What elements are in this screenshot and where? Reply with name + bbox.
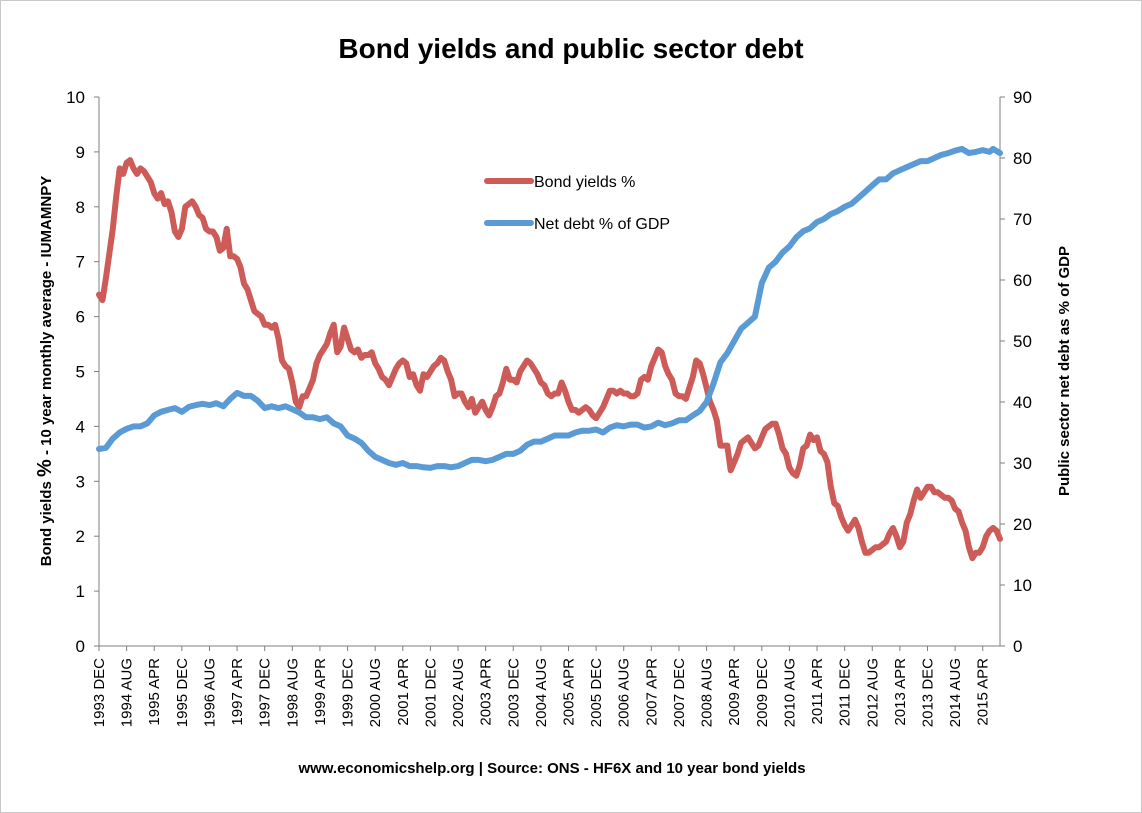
right-axis-ticks: 0 10 20 30 40 50 60 70 80 90 <box>1000 88 1032 656</box>
right-tick-label: 90 <box>1013 88 1032 107</box>
x-tick-label: 2003 DEC <box>505 658 522 727</box>
left-tick-label: 9 <box>76 143 85 162</box>
left-axis-ticks: 0 1 2 3 4 5 6 7 8 9 10 <box>66 88 99 656</box>
right-tick-label: 80 <box>1013 149 1032 168</box>
x-tick-label: 2005 APR <box>560 658 577 726</box>
left-tick-label: 3 <box>76 472 85 491</box>
left-tick-label: 6 <box>76 308 85 327</box>
right-tick-label: 60 <box>1013 271 1032 290</box>
x-tick-label: 1996 AUG <box>201 658 218 727</box>
x-tick-label: 2001 DEC <box>422 658 439 727</box>
x-tick-label: 2003 APR <box>478 658 495 726</box>
left-tick-label: 5 <box>76 363 85 382</box>
left-tick-label: 8 <box>76 198 85 217</box>
x-tick-label: 2013 DEC <box>920 658 937 727</box>
x-tick-label: 1997 APR <box>229 658 246 726</box>
series-layer <box>96 145 1003 562</box>
x-tick-label: 2002 AUG <box>450 658 467 727</box>
x-tick-label: 1994 AUG <box>119 658 136 727</box>
legend-item-net-debt: Net debt % of GDP <box>484 216 670 233</box>
x-tick-label: 1995 DEC <box>174 658 191 727</box>
x-tick-label: 2015 APR <box>975 658 992 726</box>
right-tick-label: 0 <box>1013 637 1022 656</box>
left-axis-title-percent: % <box>34 459 56 477</box>
left-tick-label: 2 <box>76 527 85 546</box>
left-tick-label: 4 <box>76 417 85 436</box>
x-tick-label: 1999 APR <box>312 658 329 726</box>
right-tick-label: 10 <box>1013 576 1032 595</box>
right-axis-title: Public sector net debt as % of GDP <box>1056 246 1073 496</box>
left-axis-title-part-1: Bond yields <box>38 477 55 566</box>
source-footnote: www.economicshelp.org | Source: ONS - HF… <box>297 760 805 777</box>
right-tick-label: 70 <box>1013 210 1032 229</box>
series-line-net-debt <box>96 145 1003 471</box>
legend-item-bond-yields: Bond yields % <box>484 174 635 191</box>
x-tick-label: 2004 AUG <box>533 658 550 727</box>
right-tick-label: 50 <box>1013 332 1032 351</box>
x-tick-label: 2012 AUG <box>864 658 881 727</box>
legend-label-net-debt: Net debt % of GDP <box>534 216 670 233</box>
left-tick-label: 1 <box>76 582 85 601</box>
x-tick-label: 2011 DEC <box>837 658 854 726</box>
x-tick-label: 2000 AUG <box>367 658 384 727</box>
left-tick-label: 0 <box>76 637 85 656</box>
chart-title: Bond yields and public sector debt <box>338 33 803 64</box>
x-tick-label: 2014 AUG <box>947 658 964 727</box>
x-tick-label: 1995 APR <box>146 658 163 726</box>
legend-label-bond-yields: Bond yields % <box>534 174 635 191</box>
series-line-bond-yields <box>96 157 1003 562</box>
x-tick-label: 2007 DEC <box>671 658 688 727</box>
x-tick-label: 2011 APR <box>809 658 826 725</box>
right-tick-label: 40 <box>1013 393 1032 412</box>
left-tick-label: 10 <box>66 88 85 107</box>
left-axis-title: Bond yields % - 10 year monthly average … <box>34 176 56 566</box>
x-tick-label: 2007 APR <box>643 658 660 726</box>
legend: Bond yields % Net debt % of GDP <box>484 174 670 233</box>
x-tick-label: 2009 APR <box>726 658 743 726</box>
x-tick-label: 2006 AUG <box>616 658 633 727</box>
right-tick-label: 30 <box>1013 454 1032 473</box>
x-tick-label: 2001 APR <box>395 658 412 726</box>
left-tick-label: 7 <box>76 253 85 272</box>
left-axis-title-part-2: - 10 year monthly average - IUMAMNPY <box>38 176 55 459</box>
x-tick-label: 2005 DEC <box>588 658 605 727</box>
x-tick-label: 1993 DEC <box>91 658 108 727</box>
x-tick-label: 2010 AUG <box>781 658 798 727</box>
x-tick-label: 2013 APR <box>892 658 909 726</box>
x-tick-label: 2009 DEC <box>754 658 771 727</box>
right-tick-label: 20 <box>1013 515 1032 534</box>
x-tick-label: 1999 DEC <box>340 658 357 727</box>
x-axis-ticks: 1993 DEC 1994 AUG 1995 APR 1995 DEC 1996 AUG… <box>91 646 992 727</box>
x-tick-label: 1998 AUG <box>284 658 301 727</box>
x-tick-label: 2008 AUG <box>699 658 716 727</box>
x-tick-label: 1997 DEC <box>257 658 274 727</box>
